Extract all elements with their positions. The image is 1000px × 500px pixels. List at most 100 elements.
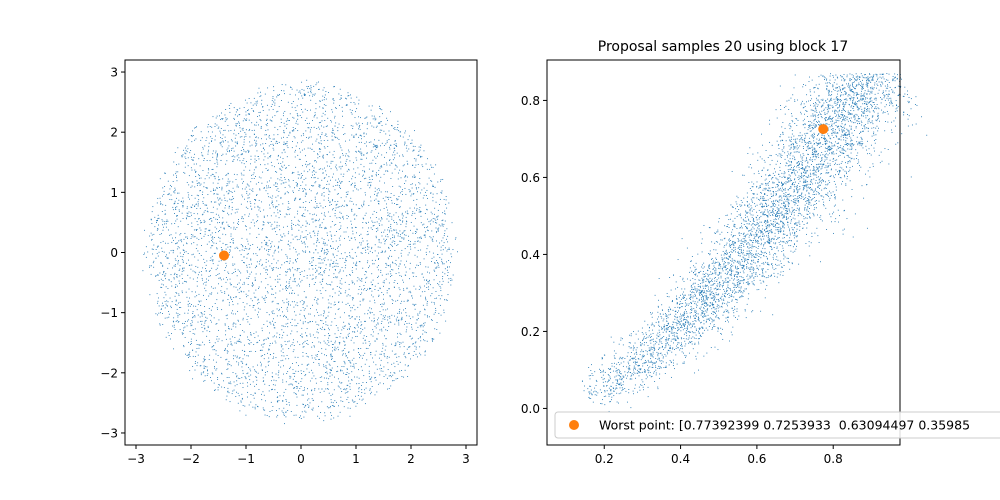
sample-point xyxy=(426,304,428,306)
sample-point xyxy=(420,295,422,297)
sample-point xyxy=(398,322,400,324)
sample-point xyxy=(378,317,380,319)
sample-point xyxy=(329,265,331,267)
sample-point xyxy=(360,153,362,155)
sample-point xyxy=(349,360,351,362)
sample-point xyxy=(389,295,391,297)
sample-point xyxy=(405,226,407,228)
sample-point xyxy=(257,364,258,366)
sample-point xyxy=(298,382,300,384)
sample-point xyxy=(195,291,196,293)
sample-point xyxy=(354,182,356,184)
sample-point xyxy=(300,415,301,417)
sample-point xyxy=(296,105,298,107)
sample-point xyxy=(182,332,184,334)
sample-point xyxy=(336,231,337,232)
sample-point xyxy=(369,182,370,183)
sample-point xyxy=(265,168,267,169)
sample-point xyxy=(270,323,272,325)
sample-point xyxy=(340,235,342,237)
sample-point xyxy=(257,92,259,94)
sample-point xyxy=(426,229,428,231)
sample-point xyxy=(315,382,317,384)
sample-point xyxy=(157,274,159,276)
sample-point xyxy=(258,115,260,117)
sample-point xyxy=(323,271,325,273)
sample-point xyxy=(192,130,194,132)
sample-point xyxy=(229,246,231,248)
sample-point xyxy=(256,194,258,196)
sample-point xyxy=(269,119,271,121)
sample-point xyxy=(367,233,369,235)
sample-point xyxy=(394,229,395,231)
sample-point xyxy=(173,348,175,350)
sample-point xyxy=(299,335,301,336)
sample-point xyxy=(178,293,180,295)
sample-point xyxy=(344,237,345,239)
sample-point xyxy=(334,215,336,217)
sample-point xyxy=(322,326,323,328)
sample-point xyxy=(307,399,308,401)
sample-point xyxy=(230,213,232,215)
sample-point xyxy=(259,248,261,250)
sample-point xyxy=(222,299,224,301)
sample-point xyxy=(183,171,185,173)
sample-point xyxy=(370,391,372,393)
sample-point xyxy=(155,275,157,277)
sample-point xyxy=(173,317,175,319)
sample-point xyxy=(288,134,290,136)
sample-point xyxy=(286,137,288,139)
sample-point xyxy=(431,180,433,182)
sample-point xyxy=(306,164,308,166)
sample-point xyxy=(218,179,220,181)
sample-point xyxy=(276,315,278,317)
sample-point xyxy=(352,190,354,192)
sample-point xyxy=(214,178,216,180)
sample-point xyxy=(165,273,167,275)
sample-point xyxy=(258,176,260,178)
sample-point xyxy=(150,219,152,221)
sample-point xyxy=(345,303,347,305)
sample-point xyxy=(343,321,345,323)
sample-point xyxy=(221,309,223,311)
sample-point xyxy=(199,233,201,235)
sample-point xyxy=(374,199,376,201)
sample-point xyxy=(197,314,199,316)
sample-point xyxy=(326,188,328,189)
sample-point xyxy=(163,305,164,307)
sample-point xyxy=(332,247,334,249)
sample-point xyxy=(310,308,311,310)
sample-point xyxy=(380,359,382,361)
sample-point xyxy=(232,313,234,315)
sample-point xyxy=(219,240,221,242)
sample-point xyxy=(423,258,425,260)
sample-point xyxy=(243,249,245,251)
sample-point xyxy=(211,259,213,261)
sample-point xyxy=(238,122,240,124)
sample-point xyxy=(217,308,218,310)
sample-point xyxy=(305,184,307,186)
sample-point xyxy=(359,235,361,237)
sample-point xyxy=(393,127,395,129)
sample-point xyxy=(346,275,348,277)
sample-point xyxy=(286,118,288,120)
sample-point xyxy=(272,376,274,378)
sample-point xyxy=(429,168,431,170)
sample-point xyxy=(349,361,351,363)
sample-point xyxy=(418,187,420,189)
sample-point xyxy=(264,297,266,299)
sample-point xyxy=(224,324,226,326)
sample-point xyxy=(249,343,251,345)
sample-point xyxy=(218,384,220,386)
sample-point xyxy=(435,310,437,312)
sample-point xyxy=(238,341,240,343)
sample-point xyxy=(351,379,352,381)
sample-point xyxy=(189,264,191,266)
sample-point xyxy=(379,209,381,211)
sample-point xyxy=(312,399,314,401)
sample-point xyxy=(305,250,307,252)
sample-point xyxy=(374,146,376,147)
sample-point xyxy=(388,282,390,284)
sample-point xyxy=(426,279,428,281)
sample-point xyxy=(225,248,227,250)
